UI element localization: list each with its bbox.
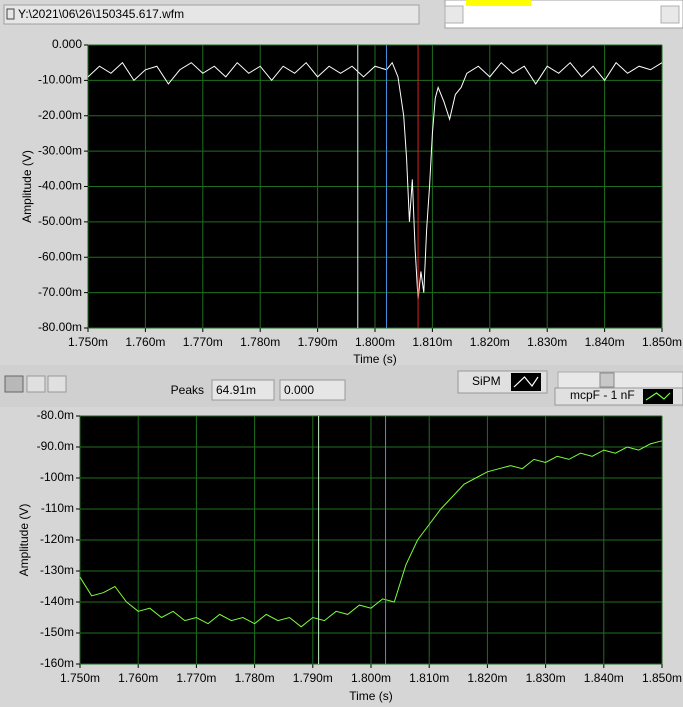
- file-path: Y:\2021\06\26\150345.617.wfm: [18, 7, 184, 21]
- trace: [87, 61, 663, 300]
- x-tick-label: 1.850m: [642, 671, 682, 685]
- list-cell: [466, 0, 531, 6]
- x-tick-label: 1.760m: [118, 671, 158, 685]
- y-tick-label: -130m: [40, 563, 74, 577]
- x-tick-label: 1.810m: [409, 671, 449, 685]
- scroll-thumb[interactable]: [599, 372, 615, 388]
- y-tick-label: -100m: [40, 470, 74, 484]
- x-tick-label: 1.780m: [240, 335, 280, 349]
- peaks-box[interactable]: [211, 379, 275, 401]
- y-tick-label: -40.00m: [38, 179, 82, 193]
- y-tick-label: -160m: [40, 656, 74, 670]
- y-tick-label: -80.00m: [38, 320, 82, 334]
- x-tick-label: 1.770m: [183, 335, 223, 349]
- x-tick-label: 1.790m: [298, 335, 338, 349]
- y-tick-label: -50.00m: [38, 214, 82, 228]
- y-axis-label: Amplitude (V): [20, 150, 34, 223]
- x-tick-label: 1.840m: [585, 335, 625, 349]
- cursor-tool[interactable]: [4, 375, 24, 393]
- y-tick-label: 0.000: [52, 37, 82, 51]
- y-tick-label: -20.00m: [38, 108, 82, 122]
- x-axis-label: Time (s): [353, 352, 397, 366]
- y-tick-label: -80.0m: [37, 408, 74, 422]
- peaks-value: 0.000: [284, 383, 314, 397]
- x-tick-label: 1.770m: [176, 671, 216, 685]
- scroll-left[interactable]: [444, 5, 464, 24]
- x-tick-label: 1.820m: [470, 335, 510, 349]
- legend-swatch: [511, 373, 541, 391]
- x-tick-label: 1.790m: [293, 671, 333, 685]
- x-tick-label: 1.840m: [584, 671, 624, 685]
- x-tick-label: 1.750m: [60, 671, 100, 685]
- scroll-right[interactable]: [660, 5, 680, 24]
- legend-glyph: [645, 392, 671, 401]
- x-tick-label: 1.830m: [527, 335, 567, 349]
- legend-glyph: [513, 376, 539, 388]
- y-tick-label: -110m: [41, 501, 74, 515]
- x-tick-label: 1.850m: [642, 335, 682, 349]
- y-tick-label: -10.00m: [38, 73, 82, 87]
- pan-tool[interactable]: [47, 375, 67, 393]
- path-icon: [6, 8, 15, 20]
- legend-swatch: [643, 389, 673, 404]
- y-tick-label: -150m: [40, 625, 74, 639]
- y-tick-label: -140m: [40, 594, 74, 608]
- peaks-value: 64.91m: [216, 383, 256, 397]
- peaks-box[interactable]: [279, 379, 346, 401]
- y-tick-label: -60.00m: [38, 249, 82, 263]
- scrollbar[interactable]: [557, 371, 683, 389]
- x-tick-label: 1.780m: [235, 671, 275, 685]
- peaks-label: Peaks: [171, 383, 204, 397]
- x-tick-label: 1.750m: [68, 335, 108, 349]
- y-tick-label: -120m: [40, 532, 74, 546]
- zoom-tool[interactable]: [26, 375, 46, 393]
- x-tick-label: 1.800m: [351, 671, 391, 685]
- y-tick-label: -90.0m: [37, 439, 74, 453]
- y-tick-label: -70.00m: [38, 285, 82, 299]
- x-tick-label: 1.800m: [355, 335, 395, 349]
- x-axis-label: Time (s): [349, 689, 393, 703]
- y-tick-label: -30.00m: [38, 143, 82, 157]
- path-box[interactable]: [3, 4, 420, 25]
- x-tick-label: 1.760m: [125, 335, 165, 349]
- y-axis-label: Amplitude (V): [17, 504, 31, 577]
- trace: [79, 440, 663, 628]
- legend-label: mcpF - 1 nF: [570, 388, 635, 402]
- x-tick-label: 1.810m: [412, 335, 452, 349]
- x-tick-label: 1.830m: [526, 671, 566, 685]
- x-tick-label: 1.820m: [467, 671, 507, 685]
- legend-label: SiPM: [472, 374, 501, 388]
